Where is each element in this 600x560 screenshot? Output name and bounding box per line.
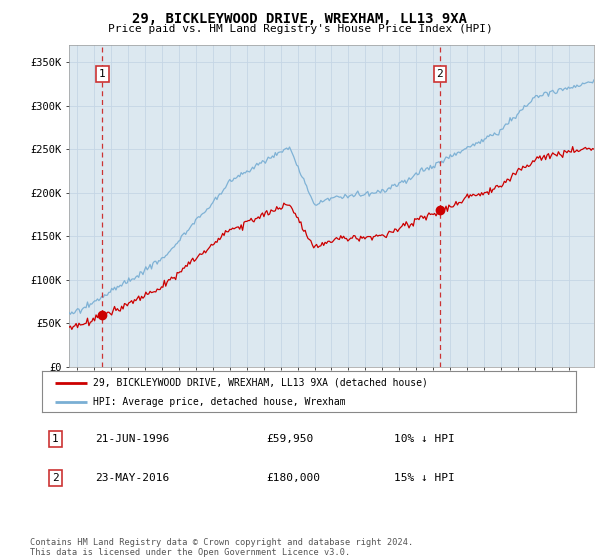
Text: £180,000: £180,000: [266, 473, 320, 483]
Text: 2: 2: [436, 69, 443, 79]
Text: 1: 1: [52, 434, 59, 444]
Text: 15% ↓ HPI: 15% ↓ HPI: [394, 473, 455, 483]
Text: £59,950: £59,950: [266, 434, 314, 444]
Text: 29, BICKLEYWOOD DRIVE, WREXHAM, LL13 9XA: 29, BICKLEYWOOD DRIVE, WREXHAM, LL13 9XA: [133, 12, 467, 26]
Text: 10% ↓ HPI: 10% ↓ HPI: [394, 434, 455, 444]
Text: 29, BICKLEYWOOD DRIVE, WREXHAM, LL13 9XA (detached house): 29, BICKLEYWOOD DRIVE, WREXHAM, LL13 9XA…: [93, 377, 428, 388]
Text: HPI: Average price, detached house, Wrexham: HPI: Average price, detached house, Wrex…: [93, 396, 346, 407]
Text: 2: 2: [52, 473, 59, 483]
Text: Contains HM Land Registry data © Crown copyright and database right 2024.
This d: Contains HM Land Registry data © Crown c…: [30, 538, 413, 557]
Text: 23-MAY-2016: 23-MAY-2016: [95, 473, 170, 483]
Text: Price paid vs. HM Land Registry's House Price Index (HPI): Price paid vs. HM Land Registry's House …: [107, 24, 493, 34]
Text: 21-JUN-1996: 21-JUN-1996: [95, 434, 170, 444]
Text: 1: 1: [99, 69, 106, 79]
